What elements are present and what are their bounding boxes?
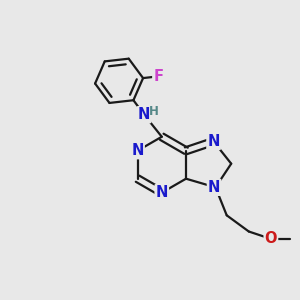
Text: N: N bbox=[138, 107, 150, 122]
Text: N: N bbox=[131, 143, 144, 158]
Text: F: F bbox=[153, 69, 163, 84]
Text: N: N bbox=[208, 180, 220, 195]
Text: N: N bbox=[156, 185, 168, 200]
Text: H: H bbox=[148, 105, 158, 118]
Text: N: N bbox=[207, 134, 220, 149]
Text: O: O bbox=[265, 231, 277, 246]
